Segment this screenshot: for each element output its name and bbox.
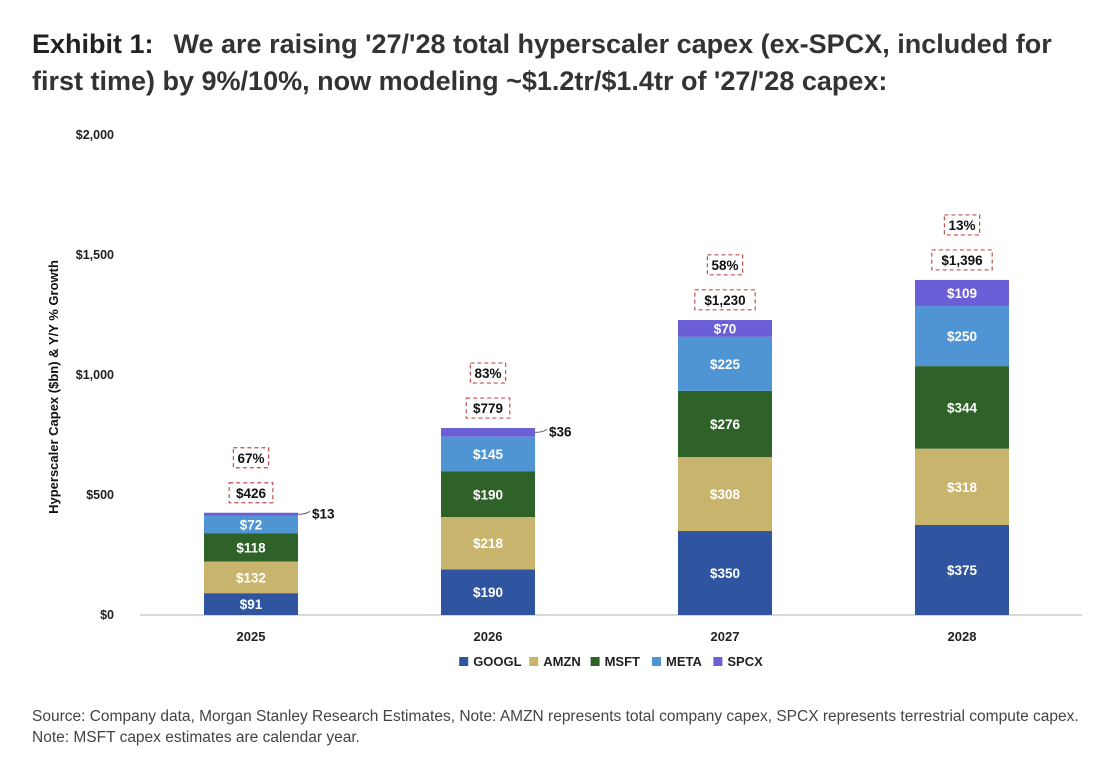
legend-label-meta: META — [666, 654, 702, 669]
data-label: $145 — [473, 447, 504, 462]
y-tick-label: $0 — [100, 608, 114, 622]
legend-swatch-spcx — [713, 657, 723, 666]
y-axis-title: Hyperscaler Capex ($bn) & Y/Y % Growth — [46, 260, 61, 514]
total-label-box — [228, 482, 274, 504]
bar-segment-amzn-2027 — [678, 457, 772, 531]
chart-title: Exhibit 1: We are raising '27/'28 total h… — [32, 26, 1092, 100]
bar-segment-amzn-2028 — [915, 448, 1009, 525]
growth-label-box — [232, 447, 270, 469]
bar-segment-spcx-2026 — [441, 428, 535, 437]
x-tick-label: 2025 — [237, 629, 266, 644]
data-label: $350 — [710, 566, 740, 581]
legend-label-spcx: SPCX — [727, 654, 763, 669]
total-label: $426 — [236, 486, 267, 501]
data-label: $218 — [473, 536, 504, 551]
bar-segment-msft-2027 — [678, 390, 772, 458]
bar-segment-msft-2026 — [441, 471, 535, 518]
bar-segment-spcx-2027 — [678, 320, 772, 337]
total-label: $1,230 — [704, 293, 745, 308]
bar-segment-meta-2025 — [204, 515, 298, 534]
data-label: $375 — [947, 563, 978, 578]
legend-label-amzn: AMZN — [543, 654, 581, 669]
data-label: $318 — [947, 480, 978, 495]
bar-segment-amzn-2026 — [441, 517, 535, 570]
growth-label: 13% — [948, 218, 975, 233]
total-label: $779 — [473, 401, 503, 416]
total-label: $1,396 — [941, 253, 983, 268]
data-label-outside: $36 — [549, 424, 572, 439]
exhibit-label: Exhibit 1: — [32, 29, 154, 59]
data-label: $250 — [947, 329, 977, 344]
data-label-outside: $13 — [312, 506, 335, 521]
x-tick-label: 2026 — [474, 629, 503, 644]
total-label-box — [465, 397, 511, 419]
bar-segment-googl-2025 — [204, 593, 298, 615]
leader-line — [534, 428, 548, 433]
y-tick-label: $1,000 — [76, 368, 114, 382]
data-label: $190 — [473, 585, 503, 600]
bar-segment-meta-2027 — [678, 336, 772, 391]
bar-segment-meta-2028 — [915, 306, 1009, 367]
x-tick-label: 2027 — [711, 629, 740, 644]
bar-segment-spcx-2025 — [204, 512, 298, 516]
legend-label-googl: GOOGL — [473, 654, 521, 669]
total-label-box — [694, 289, 756, 311]
data-label: $109 — [947, 286, 977, 301]
data-label: $344 — [947, 400, 978, 415]
stacked-bar-chart: Hyperscaler Capex ($bn) & Y/Y % Growth $0… — [46, 128, 1082, 669]
growth-label-box — [706, 254, 744, 276]
legend-swatch-googl — [459, 657, 469, 666]
legend-swatch-meta — [652, 657, 661, 666]
growth-label: 67% — [237, 451, 264, 466]
data-label: $91 — [240, 597, 263, 612]
leader-line — [297, 510, 311, 515]
bar-segment-googl-2028 — [915, 525, 1009, 615]
bar-segment-spcx-2028 — [915, 279, 1009, 307]
data-label: $308 — [710, 487, 741, 502]
bar-segment-msft-2028 — [915, 366, 1009, 449]
bar-segment-amzn-2025 — [204, 561, 298, 594]
data-label: $225 — [710, 357, 741, 372]
legend-label-msft: MSFT — [605, 654, 640, 669]
legend-swatch-amzn — [529, 657, 539, 666]
growth-label: 58% — [711, 258, 738, 273]
data-label: $276 — [710, 417, 741, 432]
bar-segment-googl-2026 — [441, 569, 535, 615]
data-label: $70 — [714, 321, 737, 336]
bar-segment-msft-2025 — [204, 533, 298, 562]
y-tick-label: $500 — [86, 488, 114, 502]
growth-label: 83% — [474, 366, 501, 381]
bar-segment-meta-2026 — [441, 436, 535, 472]
exhibit-text: We are raising '27/'28 total hyperscaler… — [32, 29, 1052, 96]
data-label: $190 — [473, 487, 503, 502]
data-label: $72 — [240, 518, 263, 533]
bar-segment-googl-2027 — [678, 531, 772, 615]
y-tick-label: $2,000 — [76, 128, 114, 142]
x-tick-label: 2028 — [948, 629, 977, 644]
legend-swatch-msft — [590, 657, 600, 666]
source-note: Source: Company data, Morgan Stanley Res… — [32, 708, 1079, 746]
data-label: $132 — [236, 570, 266, 585]
total-label-box — [931, 249, 993, 271]
growth-label-box — [943, 214, 981, 236]
data-label: $118 — [236, 540, 266, 555]
growth-label-box — [469, 362, 507, 384]
y-tick-label: $1,500 — [76, 248, 114, 262]
